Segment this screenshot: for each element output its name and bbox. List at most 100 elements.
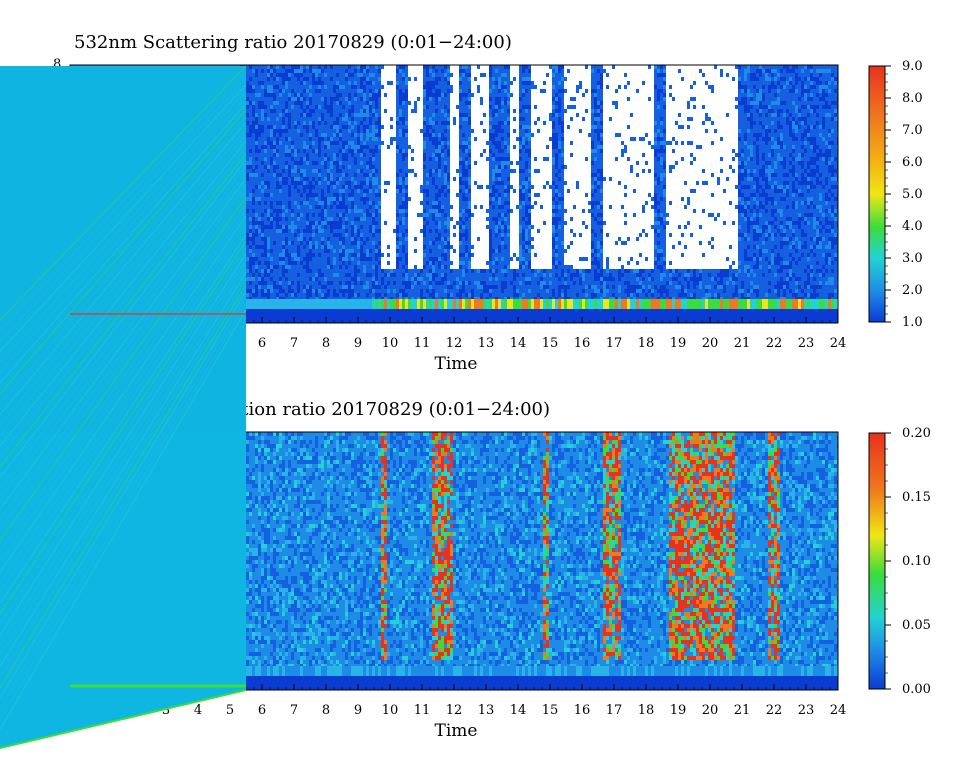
heatmap-cell	[333, 65, 336, 69]
heatmap-cell	[429, 289, 432, 293]
heatmap-cell	[309, 153, 312, 157]
heatmap-cell	[252, 237, 255, 241]
heatmap-cell	[294, 137, 297, 141]
heatmap-cell	[333, 225, 336, 229]
heatmap-cell	[246, 261, 249, 265]
heatmap-cell	[267, 149, 270, 153]
heatmap-cell	[393, 117, 396, 121]
heatmap-cell	[342, 193, 345, 197]
heatmap-cell	[471, 65, 474, 69]
heatmap-cell	[408, 73, 411, 77]
heatmap-cell	[438, 289, 441, 293]
heatmap-cell	[414, 109, 417, 113]
heatmap-cell	[288, 141, 291, 145]
heatmap-cell	[477, 253, 480, 257]
heatmap-cell	[282, 273, 285, 277]
heatmap-cell	[399, 133, 402, 137]
heatmap-cell	[405, 209, 408, 213]
heatmap-cell	[273, 89, 276, 93]
heatmap-cell	[405, 281, 408, 285]
heatmap-cell	[444, 197, 447, 201]
heatmap-cell	[300, 129, 303, 133]
heatmap-cell	[312, 161, 315, 165]
heatmap-cell	[282, 69, 285, 73]
heatmap-cell	[303, 229, 306, 233]
heatmap-cell	[336, 65, 339, 69]
heatmap-cell	[405, 245, 408, 249]
heatmap-cell	[261, 277, 264, 281]
heatmap-cell	[267, 81, 270, 85]
heatmap-cell	[342, 149, 345, 153]
heatmap-cell	[258, 157, 261, 161]
heatmap-cell	[372, 69, 375, 73]
heatmap-cell	[411, 149, 414, 153]
heatmap-cell	[258, 153, 261, 157]
heatmap-cell	[456, 221, 459, 225]
heatmap-cell	[318, 105, 321, 109]
heatmap-cell	[468, 149, 471, 153]
heatmap-cell	[417, 229, 420, 233]
heatmap-cell	[303, 241, 306, 245]
heatmap-cell	[327, 185, 330, 189]
heatmap-cell	[426, 109, 429, 113]
heatmap-cell	[396, 93, 399, 97]
heatmap-cell	[375, 89, 378, 93]
heatmap-cell	[294, 197, 297, 201]
heatmap-cell	[324, 273, 327, 277]
heatmap-cell	[306, 265, 309, 269]
heatmap-cell	[309, 249, 312, 253]
heatmap-cell	[447, 225, 450, 229]
heatmap-cell	[360, 133, 363, 137]
heatmap-cell	[300, 73, 303, 77]
heatmap-cell	[399, 125, 402, 129]
heatmap-cell	[273, 77, 276, 81]
heatmap-cell	[435, 277, 438, 281]
heatmap-cell	[321, 89, 324, 93]
heatmap-cell	[324, 293, 327, 297]
heatmap-cell	[294, 149, 297, 153]
heatmap-cell	[297, 233, 300, 237]
heatmap-cell	[303, 193, 306, 197]
heatmap-cell	[369, 245, 372, 249]
heatmap-cell	[402, 237, 405, 241]
heatmap-cell	[264, 97, 267, 101]
heatmap-cell	[420, 133, 423, 137]
heatmap-cell	[345, 237, 348, 241]
heatmap-cell	[423, 125, 426, 129]
heatmap-cell	[324, 177, 327, 181]
heatmap-cell	[402, 261, 405, 265]
heatmap-cell	[252, 289, 255, 293]
heatmap-cell	[372, 261, 375, 265]
heatmap-cell	[258, 145, 261, 149]
heatmap-cell	[357, 85, 360, 89]
heatmap-cell	[399, 97, 402, 101]
heatmap-cell	[309, 229, 312, 233]
heatmap-cell	[327, 85, 330, 89]
heatmap-cell	[246, 101, 249, 105]
heatmap-cell	[333, 117, 336, 121]
heatmap-cell	[456, 77, 459, 81]
heatmap-cell	[264, 201, 267, 205]
heatmap-cell	[333, 197, 336, 201]
heatmap-cell	[276, 89, 279, 93]
heatmap-cell	[438, 229, 441, 233]
heatmap-cell	[402, 253, 405, 257]
heatmap-cell	[450, 133, 453, 137]
heatmap-cell	[456, 149, 459, 153]
heatmap-cell	[255, 73, 258, 77]
heatmap-cell	[447, 233, 450, 237]
ground-cell	[285, 309, 288, 323]
heatmap-cell	[312, 89, 315, 93]
heatmap-cell	[312, 225, 315, 229]
heatmap-cell	[261, 173, 264, 177]
heatmap-cell	[414, 209, 417, 213]
heatmap-cell	[372, 169, 375, 173]
heatmap-cell	[291, 181, 294, 185]
heatmap-cell	[453, 109, 456, 113]
heatmap-cell	[465, 181, 468, 185]
heatmap-cell	[291, 205, 294, 209]
heatmap-cell	[375, 281, 378, 285]
heatmap-cell	[366, 157, 369, 161]
heatmap-cell	[450, 141, 453, 145]
heatmap-cell	[279, 69, 282, 73]
